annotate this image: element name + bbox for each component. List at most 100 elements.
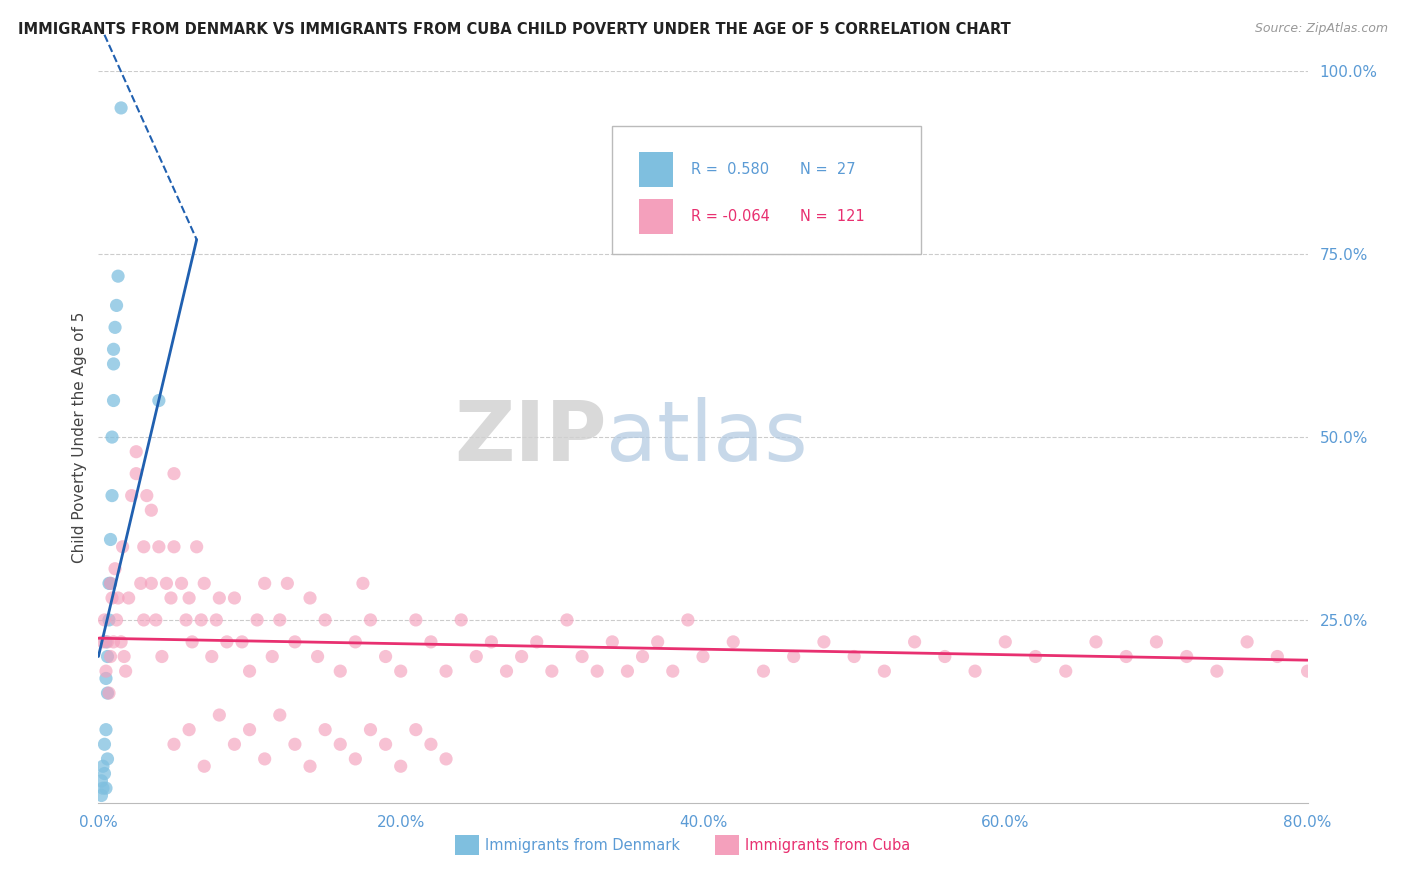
Point <box>193 576 215 591</box>
Point <box>125 467 148 481</box>
Point <box>91 781 114 796</box>
Point <box>100 576 122 591</box>
Point <box>100 533 122 547</box>
Text: N =  121: N = 121 <box>800 209 865 224</box>
Point <box>110 101 132 115</box>
Point <box>193 759 215 773</box>
Point <box>540 664 562 678</box>
Point <box>434 664 457 678</box>
Point <box>434 752 457 766</box>
Point <box>284 737 307 751</box>
Point <box>329 737 352 751</box>
Point <box>107 591 129 605</box>
Point <box>103 393 125 408</box>
Point <box>96 686 118 700</box>
Point <box>1175 649 1198 664</box>
Point <box>94 664 117 678</box>
Point <box>1206 664 1229 678</box>
Point <box>1085 635 1108 649</box>
Text: Source: ZipAtlas.com: Source: ZipAtlas.com <box>1254 22 1388 36</box>
Text: R =  0.580: R = 0.580 <box>690 161 769 177</box>
Point <box>105 298 128 312</box>
Point <box>91 759 114 773</box>
Point <box>96 635 118 649</box>
Point <box>100 649 122 664</box>
Point <box>1054 664 1077 678</box>
Point <box>179 723 201 737</box>
Point <box>904 635 927 649</box>
Text: Immigrants from Denmark: Immigrants from Denmark <box>485 838 681 853</box>
Point <box>571 649 593 664</box>
Bar <box>638 152 673 187</box>
Point <box>1024 649 1046 664</box>
Point <box>526 635 548 649</box>
Point <box>420 737 443 751</box>
Point <box>481 635 503 649</box>
Point <box>873 664 896 678</box>
Point <box>148 540 170 554</box>
Point <box>208 708 231 723</box>
Point <box>374 649 396 664</box>
Point <box>150 649 173 664</box>
Point <box>215 635 238 649</box>
Point <box>125 444 148 458</box>
Point <box>129 576 152 591</box>
Point <box>101 591 124 605</box>
Point <box>135 489 157 503</box>
Point <box>844 649 866 664</box>
Point <box>101 430 124 444</box>
Point <box>783 649 806 664</box>
Point <box>389 664 412 678</box>
Point <box>602 635 624 649</box>
Point <box>179 591 201 605</box>
Point <box>495 664 517 678</box>
Point <box>661 664 683 678</box>
Point <box>253 576 276 591</box>
Point <box>239 723 262 737</box>
Point <box>181 635 204 649</box>
Point <box>1296 664 1319 678</box>
Point <box>269 708 291 723</box>
FancyBboxPatch shape <box>613 126 921 254</box>
Point <box>94 672 117 686</box>
Point <box>118 591 141 605</box>
Point <box>155 576 177 591</box>
Point <box>231 635 253 649</box>
Point <box>96 649 118 664</box>
Point <box>1115 649 1137 664</box>
Point <box>405 613 427 627</box>
Point <box>160 591 183 605</box>
Point <box>103 635 125 649</box>
Point <box>205 613 228 627</box>
Text: IMMIGRANTS FROM DENMARK VS IMMIGRANTS FROM CUBA CHILD POVERTY UNDER THE AGE OF 5: IMMIGRANTS FROM DENMARK VS IMMIGRANTS FR… <box>18 22 1011 37</box>
Point <box>141 576 163 591</box>
Point <box>1144 635 1167 649</box>
Point <box>98 613 121 627</box>
Point <box>299 591 322 605</box>
Point <box>174 613 197 627</box>
Point <box>239 664 262 678</box>
Point <box>405 723 427 737</box>
Point <box>616 664 638 678</box>
Point <box>450 613 472 627</box>
Text: R = -0.064: R = -0.064 <box>690 209 769 224</box>
Point <box>93 766 115 780</box>
Point <box>104 562 127 576</box>
Point <box>299 759 322 773</box>
Point <box>723 635 745 649</box>
Point <box>186 540 208 554</box>
Point <box>420 635 443 649</box>
Point <box>208 591 231 605</box>
Point <box>141 503 163 517</box>
Point <box>170 576 193 591</box>
Point <box>163 467 186 481</box>
Point <box>752 664 775 678</box>
Point <box>555 613 578 627</box>
Point <box>100 576 122 591</box>
Point <box>93 737 115 751</box>
Point <box>314 613 336 627</box>
Point <box>344 635 367 649</box>
Point <box>813 635 835 649</box>
Point <box>246 613 269 627</box>
Point <box>121 489 143 503</box>
